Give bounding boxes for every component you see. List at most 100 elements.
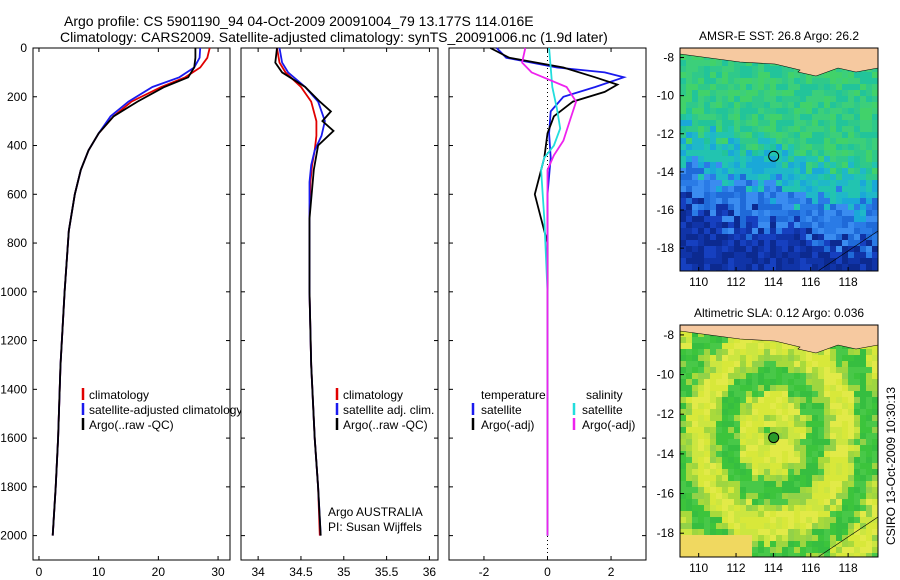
map-cell — [746, 102, 753, 109]
map-cell — [764, 192, 771, 199]
map-cell — [716, 186, 723, 193]
map-cell — [794, 102, 801, 109]
map-cell — [776, 355, 783, 362]
map-cell — [788, 349, 795, 356]
map-cell — [830, 433, 837, 440]
map-cell — [728, 144, 735, 151]
map-cell — [842, 138, 849, 145]
map-cell — [716, 409, 723, 416]
map-cell — [860, 457, 867, 464]
map-cell — [740, 361, 747, 368]
map-cell — [704, 114, 711, 121]
map-cell — [722, 204, 729, 211]
map-cell — [824, 361, 831, 368]
map-cell — [872, 529, 878, 536]
map-cell — [680, 120, 687, 127]
map-cell — [830, 463, 837, 470]
map-cell — [716, 198, 723, 205]
map-cell — [764, 174, 771, 181]
map-cell — [776, 415, 783, 422]
map-cell — [818, 192, 825, 199]
map-cell — [830, 415, 837, 422]
map-cell — [824, 427, 831, 434]
map-cell — [680, 60, 687, 67]
map-cell — [686, 505, 693, 512]
map-cell — [722, 391, 729, 398]
map-cell — [722, 258, 729, 265]
map-cell — [698, 234, 705, 241]
map-cell — [836, 517, 843, 524]
map-cell — [758, 385, 765, 392]
map-cell — [872, 547, 878, 554]
map-cell — [860, 72, 867, 79]
map-cell — [836, 66, 843, 73]
map-cell — [776, 174, 783, 181]
map-cell — [728, 66, 735, 73]
map-cell — [740, 457, 747, 464]
map-cell — [818, 439, 825, 446]
map-cell — [758, 180, 765, 187]
map-cell — [800, 541, 807, 548]
map-cell — [782, 349, 789, 356]
map-cell — [734, 463, 741, 470]
map-cell — [710, 156, 717, 163]
map-cell — [806, 162, 813, 169]
map-cell — [758, 144, 765, 151]
map-cell — [740, 445, 747, 452]
map-cell — [812, 511, 819, 518]
map-cell — [686, 445, 693, 452]
map-cell — [806, 439, 813, 446]
map-cell — [722, 156, 729, 163]
map-cell — [860, 553, 867, 557]
map-cell — [710, 535, 717, 542]
x-tick-label: 0 — [544, 565, 551, 579]
map-cell — [872, 258, 878, 265]
map-cell — [764, 72, 771, 79]
map-cell — [686, 150, 693, 157]
map-cell — [692, 96, 699, 103]
map-cell — [716, 78, 723, 85]
map-cell — [740, 349, 747, 356]
map-cell — [812, 421, 819, 428]
map-cell — [752, 150, 759, 157]
map-cell — [710, 126, 717, 133]
map-cell — [758, 126, 765, 133]
map-cell — [692, 535, 699, 542]
map-cell — [764, 168, 771, 175]
map-cell — [836, 132, 843, 139]
map-cell — [722, 132, 729, 139]
map-cell — [764, 523, 771, 530]
map-cell — [800, 481, 807, 488]
map-cell — [734, 397, 741, 404]
annotation-float-source: Argo AUSTRALIA — [328, 505, 423, 519]
map-cell — [692, 138, 699, 145]
map-cell — [818, 421, 825, 428]
map-cell — [788, 84, 795, 91]
map-cell — [812, 102, 819, 109]
map-cell — [758, 487, 765, 494]
map-cell — [716, 421, 723, 428]
map-cell — [818, 367, 825, 374]
map-cell — [692, 156, 699, 163]
map-cell — [752, 180, 759, 187]
map-cell — [692, 168, 699, 175]
map-cell — [680, 511, 687, 518]
map-cell — [752, 168, 759, 175]
map-cell — [704, 361, 711, 368]
map-cell — [722, 433, 729, 440]
map-cell — [758, 553, 765, 557]
map-cell — [800, 511, 807, 518]
map-cell — [818, 246, 825, 253]
map-cell — [710, 367, 717, 374]
map-cell — [794, 198, 801, 205]
map-cell — [842, 162, 849, 169]
map-cell — [734, 337, 741, 344]
figure-title-line-2: Climatology: CARS2009. Satellite-adjuste… — [60, 29, 608, 45]
map-cell — [734, 264, 741, 271]
map-cell — [698, 78, 705, 85]
map-cell — [764, 240, 771, 247]
map-cell — [770, 90, 777, 97]
map-cell — [764, 102, 771, 109]
map-cell — [782, 102, 789, 109]
map-cell — [716, 210, 723, 217]
